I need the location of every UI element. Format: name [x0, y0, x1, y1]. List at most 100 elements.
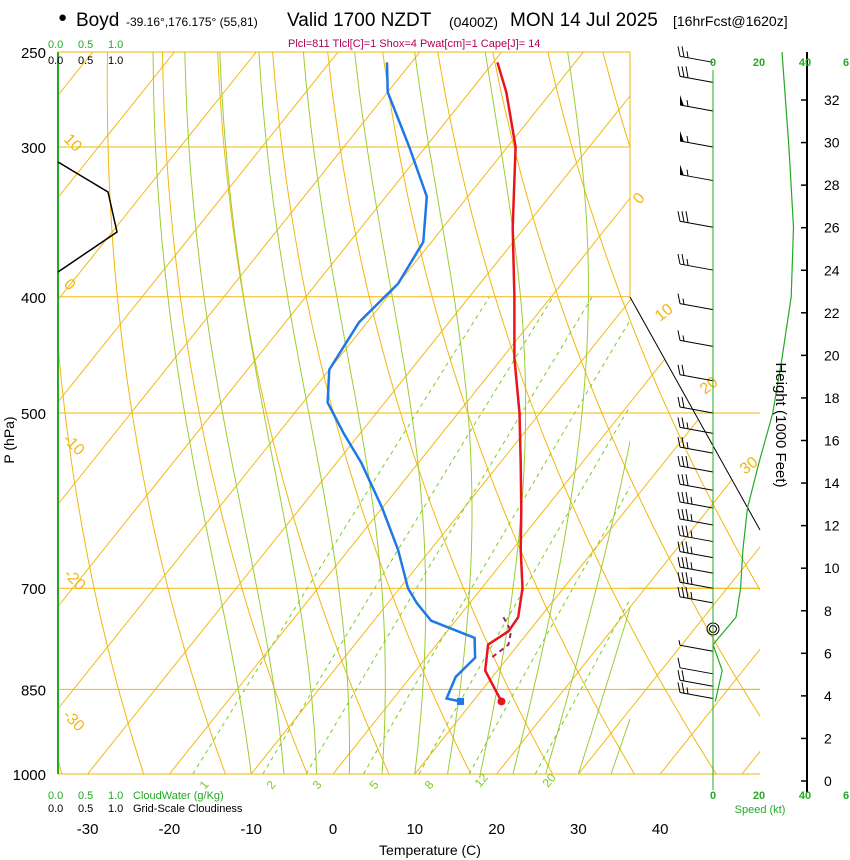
- barb-staff: [679, 446, 714, 454]
- height-tick-label: 10: [824, 560, 840, 576]
- valid-time: Valid 1700 NZDT: [287, 10, 432, 31]
- x-axis-title: Temperature (C): [379, 842, 481, 858]
- x-tick-label: -30: [77, 821, 99, 838]
- height-tick-label: 26: [824, 220, 840, 236]
- cw-bot-2: 1.0: [108, 790, 123, 802]
- isotherm--90: [58, 52, 268, 774]
- dry-adiabat-280: [214, 52, 402, 774]
- barb-staff: [679, 551, 714, 559]
- barb-staff: [679, 220, 714, 228]
- barb-staff: [679, 55, 714, 63]
- barb-half-flag: [690, 530, 693, 538]
- mixing-ratio-label: 20: [540, 770, 560, 789]
- dewpoint-line: [326, 62, 477, 703]
- moist-adiabat-22: [512, 52, 589, 774]
- dry-adiabat-340: [524, 52, 760, 774]
- stability-wedge: [57, 161, 118, 273]
- barb-staff: [679, 140, 714, 148]
- barb-flag: [681, 455, 685, 467]
- barb-staff: [679, 339, 714, 347]
- pressure-tick-label: 1000: [13, 767, 46, 784]
- cw-bot-0: 0.0: [48, 790, 63, 802]
- wind-barb: [677, 330, 714, 347]
- cw-top-0: 0.0: [48, 39, 63, 51]
- height-tick-label: 2: [824, 730, 832, 746]
- barb-staff: [679, 374, 714, 382]
- moist-adiabat-6: [302, 52, 386, 774]
- moist-adiabat--6: [184, 52, 285, 774]
- barb-flag: [685, 541, 689, 554]
- dry-adiabat-250: [58, 52, 153, 774]
- barb-flag: [677, 508, 681, 520]
- height-tick-label: 6: [824, 645, 832, 661]
- temperature-ticks: -30 -20 -10 0 10 20 30 40: [77, 821, 669, 838]
- barb-staff: [679, 263, 714, 271]
- barb-half-flag: [682, 298, 685, 305]
- wind-barb: [677, 455, 714, 473]
- x-tick-label: 30: [570, 821, 587, 838]
- height-tick-label: 8: [824, 603, 832, 619]
- wind-barb: [677, 670, 714, 687]
- tropopause-diagonal: [629, 296, 761, 531]
- wind-barb: [679, 130, 714, 148]
- dry-adiabat-310: [369, 52, 651, 774]
- dry-adiabat-330: [473, 52, 760, 774]
- isotherm-40: [659, 52, 760, 774]
- barb-flag: [677, 572, 681, 583]
- wind-barb: [677, 657, 714, 675]
- temperature-line: [483, 61, 524, 703]
- barb-flag: [685, 66, 689, 78]
- x-tick-label: -20: [159, 821, 181, 838]
- barb-flag: [681, 586, 685, 598]
- isotherm--100: [58, 52, 186, 774]
- barb-flag: [681, 253, 685, 265]
- barb-flag: [681, 396, 685, 408]
- wind-barb: [677, 364, 714, 382]
- barb-staff: [679, 406, 714, 414]
- barb-half-flag: [690, 577, 693, 585]
- cw-bot-1: 0.5: [78, 790, 93, 802]
- x-tick-label: -10: [240, 821, 262, 838]
- barb-flag: [681, 436, 685, 448]
- moist-adiabat-38: [644, 0, 850, 774]
- pressure-tick-label: 250: [21, 45, 46, 62]
- barb-flag: [681, 682, 685, 694]
- barb-pennant: [680, 130, 684, 142]
- parcel-line: [490, 616, 513, 659]
- isotherm--40: [58, 52, 677, 774]
- barb-flag: [677, 682, 681, 693]
- barb-flag: [685, 491, 689, 504]
- wind-barb: [677, 586, 714, 604]
- pressure-tick-label: 700: [21, 581, 46, 598]
- barb-staff: [679, 566, 714, 574]
- barb-half-flag: [686, 51, 689, 58]
- barb-half-flag: [690, 513, 693, 522]
- x-tick-label: 20: [488, 821, 505, 838]
- cl-top-2: 1.0: [108, 55, 123, 67]
- cl-bot-1: 0.5: [78, 803, 93, 815]
- dry-adiabat-260: [106, 52, 236, 774]
- mixing-ratio-label: 12: [472, 770, 492, 789]
- mixing-ratio-1: [192, 296, 490, 774]
- isotherm-label: 0: [60, 276, 78, 294]
- wind-barb: [677, 46, 714, 63]
- wind-speed-axis: 0 20 40 6 0 20 40 6 Speed (kt): [710, 57, 849, 816]
- barb-flag: [677, 436, 681, 448]
- isotherm-50: [741, 52, 760, 774]
- height-tick-label: 20: [824, 347, 840, 363]
- barb-half-flag: [678, 640, 681, 646]
- cloud-water-scale-bottom: 0.0 0.5 1.0 CloudWater (g/Kg) 0.0 0.5 1.…: [48, 790, 243, 815]
- barb-half-flag: [690, 562, 693, 570]
- barb-staff: [679, 691, 714, 699]
- barb-flag: [677, 525, 681, 536]
- barb-flag: [677, 253, 681, 265]
- mixing-ratio-label: 2: [264, 778, 279, 792]
- ws-bot-60: 6: [843, 790, 849, 802]
- ws-top-0: 0: [710, 57, 716, 69]
- wind-speed-label: Speed (kt): [735, 804, 786, 816]
- barb-flag: [681, 557, 685, 568]
- isotherm--20: [169, 52, 760, 774]
- isotherm--60: [58, 52, 514, 774]
